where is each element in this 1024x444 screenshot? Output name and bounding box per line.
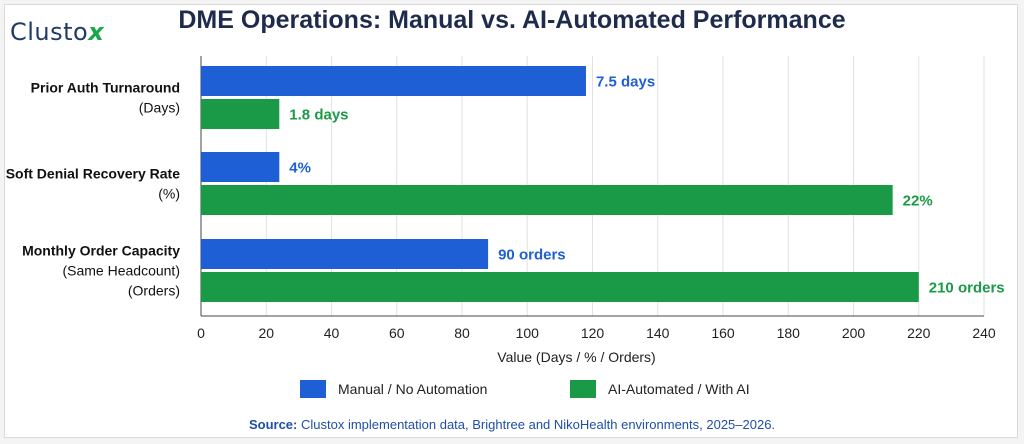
- category-sublabel: (Days): [139, 100, 180, 116]
- x-tick-label: 100: [516, 325, 540, 341]
- bar-ai: [201, 185, 893, 215]
- x-tick-label: 200: [842, 325, 866, 341]
- category-sublabel: (Same Headcount): [62, 263, 180, 279]
- bar-manual: [201, 239, 489, 269]
- category-sublabel: (%): [158, 186, 180, 202]
- x-tick-label: 180: [777, 325, 801, 341]
- brand-logo: Clustox: [10, 18, 104, 46]
- x-tick-label: 220: [907, 325, 931, 341]
- x-tick-label: 40: [324, 325, 340, 341]
- x-tick-label: 160: [711, 325, 735, 341]
- category-label: Prior Auth Turnaround: [31, 80, 180, 96]
- chart-title: DME Operations: Manual vs. AI-Automated …: [178, 6, 846, 34]
- x-tick-label: 120: [581, 325, 605, 341]
- bar-ai: [201, 272, 919, 302]
- bar-manual: [201, 66, 586, 96]
- source-note: Source: Clustox implementation data, Bri…: [0, 417, 1024, 432]
- logo-text: Clusto: [10, 18, 89, 46]
- legend-label: Manual / No Automation: [338, 381, 487, 397]
- data-label: 210 orders: [929, 280, 1005, 297]
- source-label: Source:: [248, 417, 298, 432]
- bar-ai: [201, 99, 280, 129]
- legend-swatch: [300, 380, 326, 398]
- category-sublabel: (Orders): [128, 283, 180, 299]
- data-label: 7.5 days: [596, 74, 655, 91]
- x-axis-title: Value (Days / % / Orders): [497, 349, 655, 365]
- category-label: Monthly Order Capacity: [22, 243, 180, 259]
- x-tick-label: 80: [454, 325, 470, 341]
- x-tick-label: 60: [389, 325, 405, 341]
- x-tick-label: 20: [258, 325, 274, 341]
- category-label: Soft Denial Recovery Rate: [6, 166, 180, 182]
- data-label: 22%: [903, 193, 933, 210]
- source-text: Clustox implementation data, Brightree a…: [300, 417, 776, 432]
- legend-label: AI-Automated / With AI: [608, 381, 750, 397]
- bar-chart: 0 20 40 60 80 100 120 140 160 180 200 220 240 Value (…: [6, 56, 1005, 398]
- x-tick-label: 140: [646, 325, 670, 341]
- x-tick-label: 240: [972, 325, 996, 341]
- x-tick-label: 0: [197, 325, 205, 341]
- bar-manual: [201, 152, 280, 182]
- data-label: 1.8 days: [289, 107, 348, 124]
- logo-accent: x: [88, 18, 105, 46]
- legend-swatch: [570, 380, 596, 398]
- data-label: 4%: [289, 160, 311, 177]
- data-label: 90 orders: [498, 247, 566, 264]
